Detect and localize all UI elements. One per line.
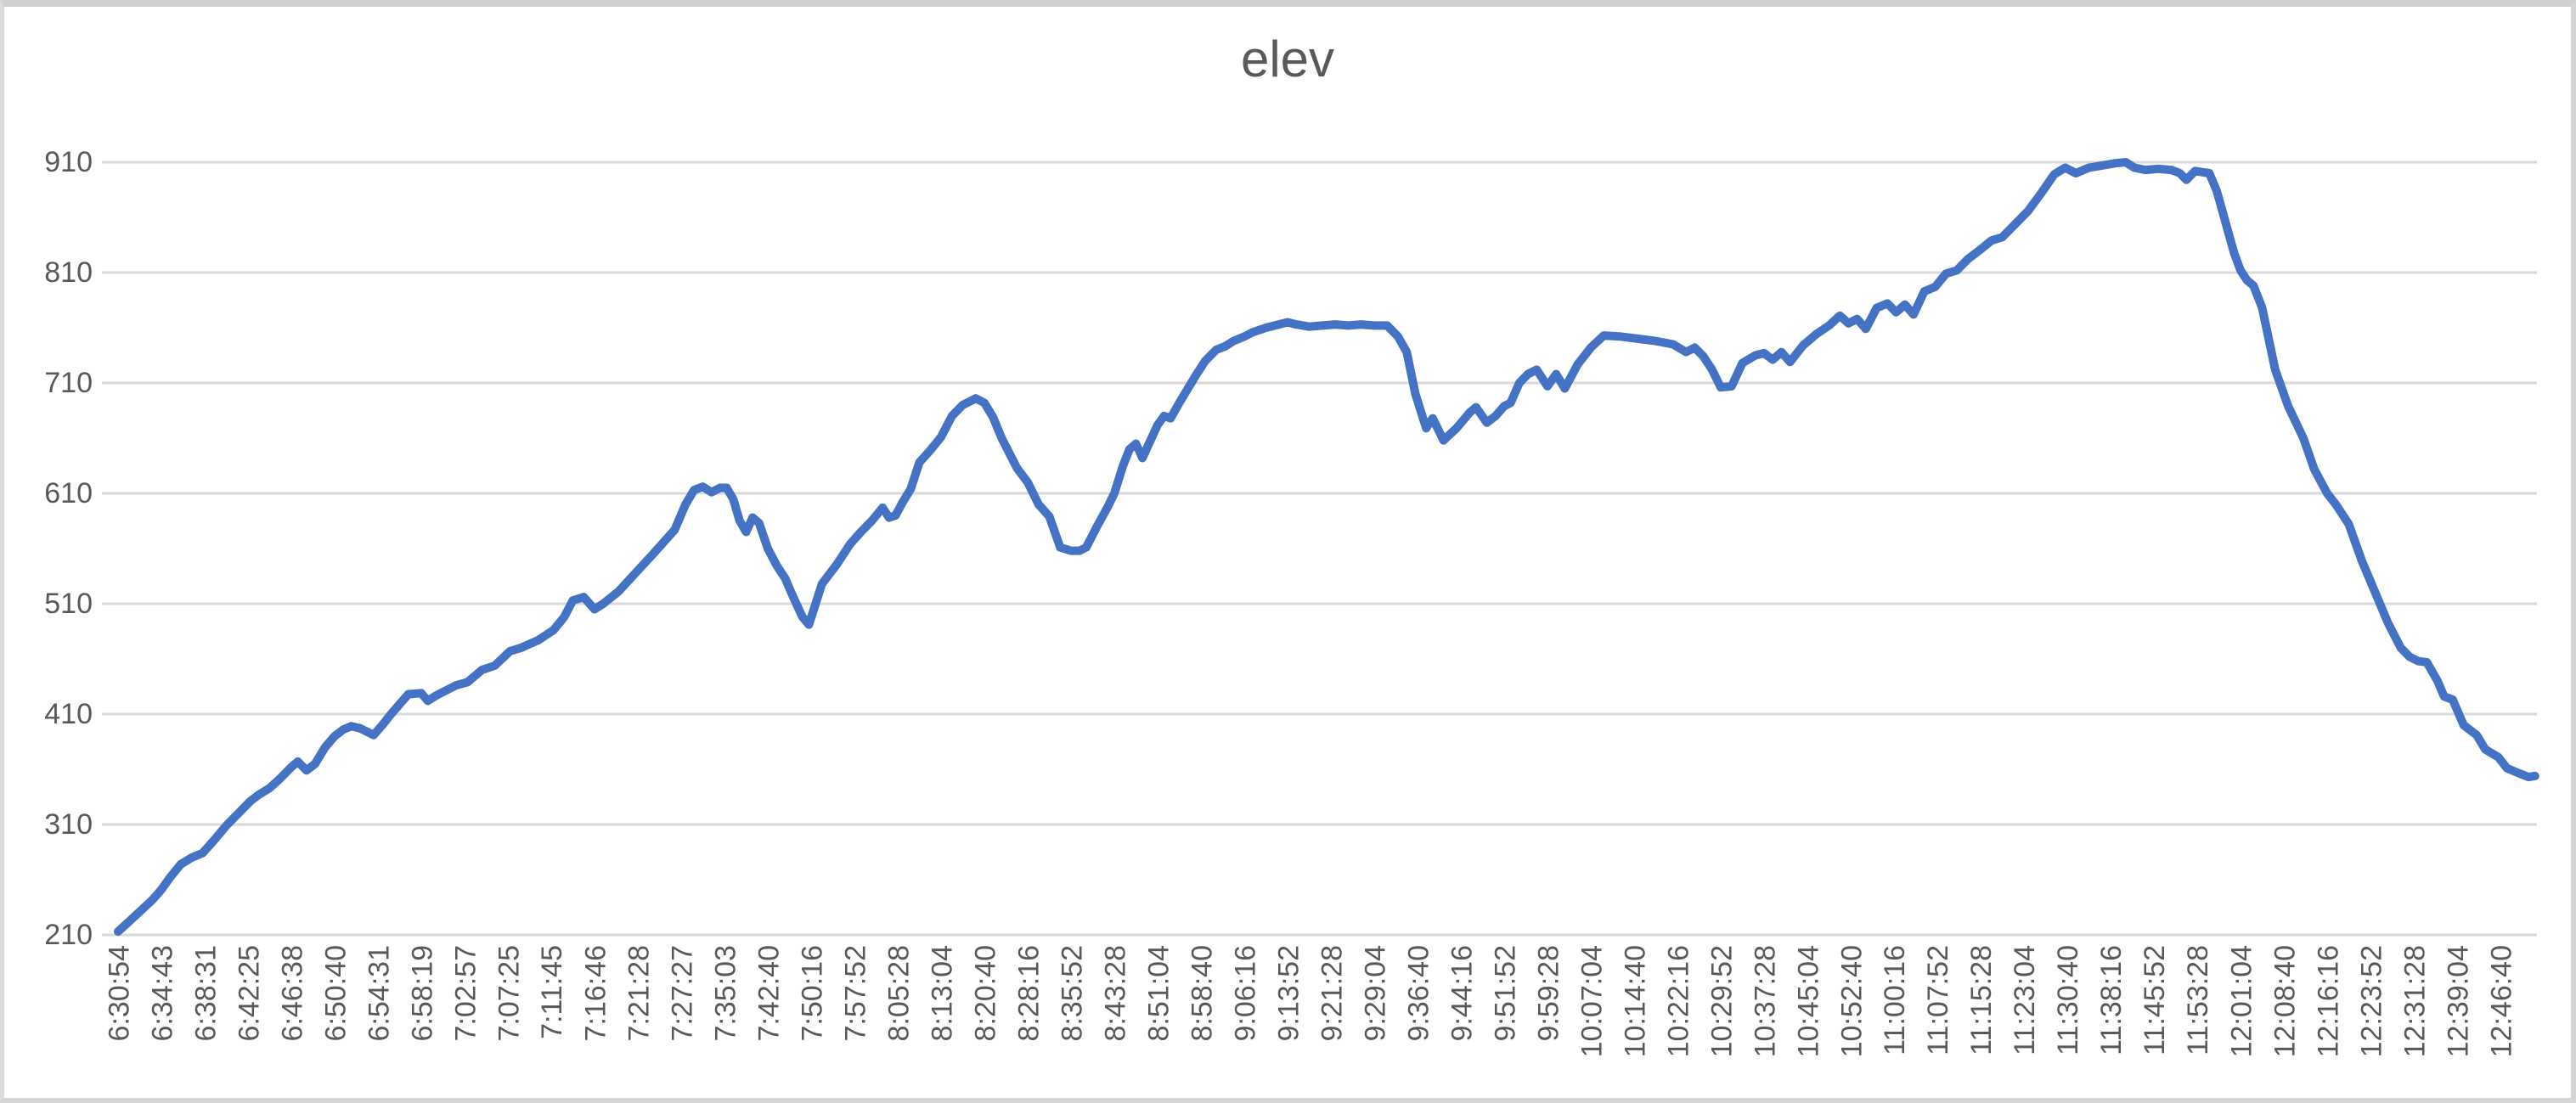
- y-tick-label: 710: [44, 367, 93, 399]
- gridlines: [102, 160, 2537, 937]
- y-tick-label: 410: [44, 698, 93, 730]
- y-tick-label: 310: [44, 808, 93, 841]
- y-tick-label: 510: [44, 588, 93, 620]
- y-tick-label: 910: [44, 146, 93, 178]
- y-tick-label: 210: [44, 919, 93, 951]
- chart-title: elev: [1240, 31, 1335, 87]
- elev-series-line: [114, 158, 2539, 937]
- y-tick-label: 610: [44, 477, 93, 509]
- plot-area: [102, 158, 2539, 937]
- y-tick-label: 810: [44, 256, 93, 289]
